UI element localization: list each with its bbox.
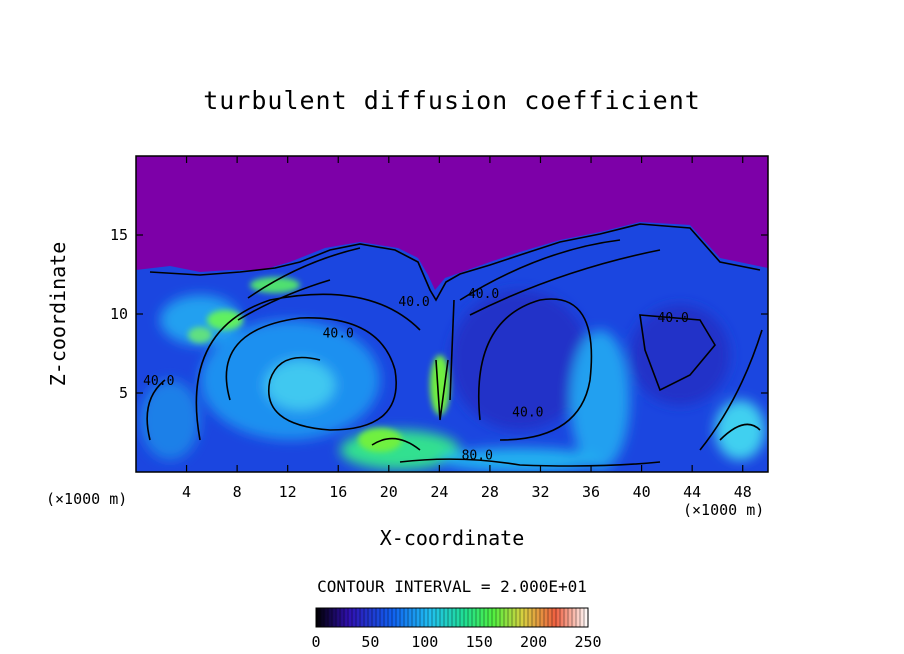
x-tick-label: 4 xyxy=(182,483,191,501)
x-tick-label: 8 xyxy=(233,483,242,501)
contour-label: 40.0 xyxy=(323,327,354,342)
y-axis-label: Z-coordinate xyxy=(46,241,70,387)
x-axis-label: X-coordinate xyxy=(379,526,525,550)
x-tick-label: 32 xyxy=(531,483,549,501)
contour-label: 80.0 xyxy=(462,448,493,463)
y-tick-label: 15 xyxy=(110,226,128,244)
y-tick-label: 5 xyxy=(119,384,128,402)
x-tick-label: 36 xyxy=(582,483,600,501)
x-axis: 4 8 12 16 20 24 28 32 36 40 44 48 xyxy=(182,156,752,501)
contour-label: 40.0 xyxy=(658,311,689,326)
colorbar-tick-label: 250 xyxy=(574,633,601,651)
contour-label: 40.0 xyxy=(143,374,174,389)
x-tick-label: 16 xyxy=(329,483,347,501)
colorbar: 0 50 100 150 200 250 xyxy=(311,607,602,651)
contour-interval-label: CONTOUR INTERVAL = 2.000E+01 xyxy=(317,577,587,596)
x-tick-label: 20 xyxy=(380,483,398,501)
colorbar-tick-label: 200 xyxy=(520,633,547,651)
colorbar-tick-label: 0 xyxy=(311,633,320,651)
contour-labels: 40.0 40.0 40.0 40.0 40.0 40.0 80.0 xyxy=(143,287,689,463)
x-tick-label: 24 xyxy=(430,483,448,501)
x-tick-label: 44 xyxy=(683,483,701,501)
contour-label: 40.0 xyxy=(512,406,543,421)
x-tick-label: 40 xyxy=(633,483,651,501)
colorbar-tick-label: 50 xyxy=(361,633,379,651)
x-tick-label: 48 xyxy=(734,483,752,501)
y-tick-label: 10 xyxy=(110,305,128,323)
chart-title: turbulent diffusion coefficient xyxy=(203,86,701,115)
heatmap-field xyxy=(136,156,768,472)
contour-label: 40.0 xyxy=(398,295,429,310)
x-tick-label: 12 xyxy=(279,483,297,501)
x-axis-unit-left: (×1000 m) xyxy=(46,490,128,508)
y-axis: 5 10 15 xyxy=(110,226,768,402)
colorbar-tick-label: 150 xyxy=(466,633,493,651)
contour-label: 40.0 xyxy=(468,287,499,302)
x-tick-label: 28 xyxy=(481,483,499,501)
x-axis-unit-right: (×1000 m) xyxy=(683,501,765,519)
colorbar-tick-label: 100 xyxy=(411,633,438,651)
